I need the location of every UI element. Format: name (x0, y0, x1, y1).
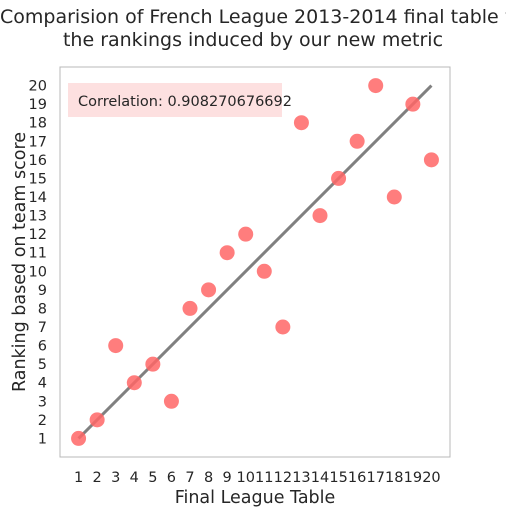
scatter-point (71, 430, 87, 446)
scatter-point (108, 338, 124, 354)
y-tick-label: 12 (29, 227, 47, 243)
scatter-point (275, 319, 291, 335)
y-tick-label: 19 (29, 97, 47, 113)
y-tick-label: 4 (38, 376, 47, 392)
y-tick-label: 15 (29, 171, 47, 187)
x-axis-tick-labels: 1 2 3 4 5 6 7 8 9 10 11 12 13 14 15 16 17 18 19 20 (74, 470, 441, 486)
y-tick-label: 1 (38, 431, 47, 447)
scatter-point (423, 152, 439, 168)
x-tick-label: 16 (348, 470, 366, 486)
scatter-point (89, 412, 105, 428)
chart-title-line-1: Comparision of French League 2013-2014 f… (0, 6, 506, 28)
correlation-annotation-text: Correlation: 0.908270676692 (78, 94, 292, 110)
scatter-point (331, 170, 347, 186)
y-tick-label: 14 (29, 190, 47, 206)
y-tick-label: 13 (29, 209, 47, 225)
scatter-point (182, 300, 198, 316)
scatter-point (145, 356, 161, 372)
scatter-point (238, 226, 254, 242)
y-tick-label: 10 (29, 264, 47, 280)
x-tick-label: 4 (130, 470, 139, 486)
x-tick-label: 12 (274, 470, 292, 486)
scatter-point (405, 96, 421, 112)
x-tick-label: 19 (404, 470, 422, 486)
x-tick-label: 1 (74, 470, 83, 486)
y-axis-label: Ranking based on team score (10, 132, 30, 392)
scatter-point (293, 115, 309, 131)
scatter-point (386, 189, 402, 205)
y-tick-label: 11 (29, 246, 47, 262)
x-tick-label: 9 (223, 470, 232, 486)
y-tick-label: 7 (38, 320, 47, 336)
y-tick-label: 20 (29, 79, 47, 95)
x-tick-label: 17 (366, 470, 384, 486)
y-tick-label: 17 (29, 134, 47, 150)
x-tick-label: 8 (204, 470, 213, 486)
y-tick-label: 9 (38, 283, 47, 299)
x-tick-label: 14 (311, 470, 329, 486)
y-tick-label: 6 (38, 339, 47, 355)
x-tick-label: 5 (148, 470, 157, 486)
scatter-point (219, 245, 235, 261)
y-tick-label: 5 (38, 357, 47, 373)
y-tick-label: 8 (38, 301, 47, 317)
x-tick-label: 15 (329, 470, 347, 486)
scatter-point (201, 282, 217, 298)
scatter-point (163, 393, 179, 409)
scatter-point (126, 375, 142, 391)
x-tick-label: 6 (167, 470, 176, 486)
x-axis-label: Final League Table (175, 488, 336, 508)
y-tick-label: 18 (29, 116, 47, 132)
scatter-point (368, 78, 384, 94)
x-tick-label: 20 (422, 470, 440, 486)
y-tick-label: 3 (38, 394, 47, 410)
scatter-points (71, 78, 439, 446)
chart-title-line-2: the rankings induced by our new metric (62, 29, 444, 51)
x-tick-label: 10 (236, 470, 254, 486)
x-tick-label: 13 (292, 470, 310, 486)
x-tick-label: 3 (111, 470, 120, 486)
y-tick-label: 16 (29, 153, 47, 169)
y-tick-label: 2 (38, 413, 47, 429)
x-tick-label: 11 (255, 470, 273, 486)
x-tick-label: 7 (185, 470, 194, 486)
x-tick-label: 18 (385, 470, 403, 486)
correlation-annotation-box (68, 83, 282, 117)
scatter-point (256, 263, 272, 279)
correlation-annotation: Correlation: 0.908270676692 (68, 83, 292, 117)
scatter-point (312, 208, 328, 224)
scatter-point (349, 133, 365, 149)
x-tick-label: 2 (93, 470, 102, 486)
